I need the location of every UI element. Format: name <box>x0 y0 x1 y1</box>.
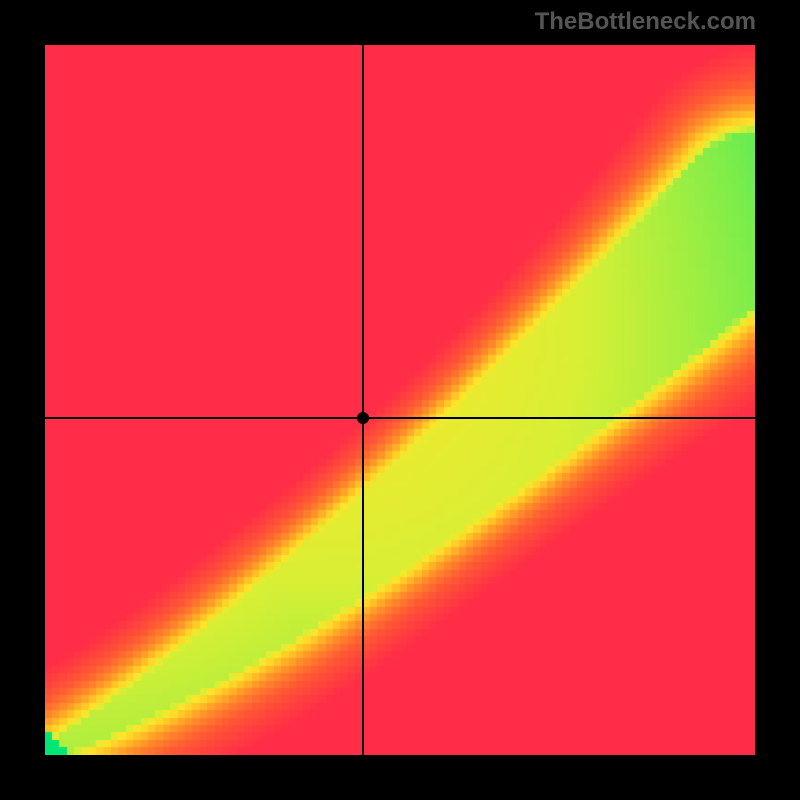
watermark-text: TheBottleneck.com <box>535 8 756 36</box>
crosshair-horizontal <box>45 417 755 419</box>
plot-area <box>45 45 755 755</box>
heatmap-canvas <box>45 45 755 755</box>
crosshair-marker <box>357 412 369 424</box>
crosshair-vertical <box>362 45 364 755</box>
